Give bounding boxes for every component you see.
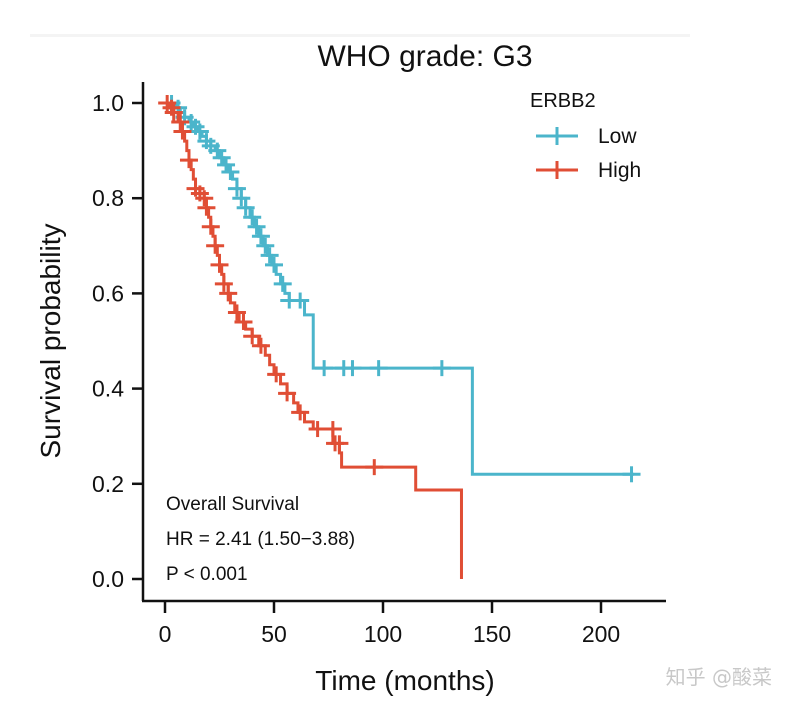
y-ticks: 0.0 0.2 0.4 0.6 0.8 1.0 xyxy=(92,90,143,592)
watermark: 知乎 @酸菜 xyxy=(665,665,772,689)
legend: ERBB2 Low High xyxy=(530,90,641,182)
x-tick-label: 150 xyxy=(473,621,511,647)
legend-item-high: High xyxy=(536,159,641,182)
y-tick-label: 1.0 xyxy=(92,90,124,116)
y-tick-label: 0.2 xyxy=(92,471,124,497)
x-axis-label: Time (months) xyxy=(315,665,494,696)
y-tick-label: 0.0 xyxy=(92,566,124,592)
top-divider xyxy=(30,34,690,37)
x-ticks: 0 50 100 150 200 xyxy=(159,601,620,647)
plot-series xyxy=(158,95,641,579)
legend-title: ERBB2 xyxy=(530,90,596,112)
y-tick-label: 0.8 xyxy=(92,185,124,211)
x-tick-label: 0 xyxy=(159,621,172,647)
annotation-title: Overall Survival xyxy=(166,494,299,515)
x-tick-label: 200 xyxy=(582,621,620,647)
survival-curve-low xyxy=(165,101,634,476)
annotation-pvalue: P < 0.001 xyxy=(166,564,248,585)
stats-annotation: Overall Survival HR = 2.41 (1.50−3.88) P… xyxy=(166,494,355,585)
series-high xyxy=(158,95,463,579)
chart-title: WHO grade: G3 xyxy=(317,40,532,73)
y-tick-label: 0.6 xyxy=(92,280,124,306)
y-tick-label: 0.4 xyxy=(92,376,124,402)
legend-item-low: Low xyxy=(536,125,637,148)
y-axis-label: Survival probability xyxy=(35,224,66,459)
legend-label-high: High xyxy=(598,159,641,182)
x-tick-label: 100 xyxy=(364,621,402,647)
legend-label-low: Low xyxy=(598,125,637,148)
annotation-hr: HR = 2.41 (1.50−3.88) xyxy=(166,529,355,550)
x-tick-label: 50 xyxy=(261,621,287,647)
series-low xyxy=(162,95,641,483)
